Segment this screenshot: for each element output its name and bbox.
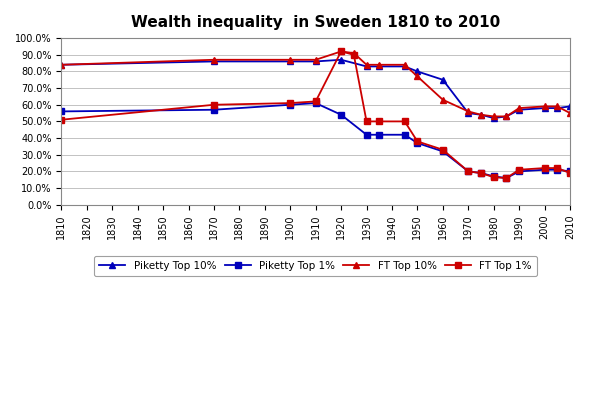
Piketty Top 1% (503, 176, 510, 180)
Piketty Top 1% (312, 101, 319, 105)
Line: FT Top 1%: FT Top 1% (58, 49, 573, 181)
FT Top 10% (503, 114, 510, 119)
Piketty Top 10% (401, 64, 408, 69)
FT Top 10% (337, 49, 345, 54)
Line: FT Top 10%: FT Top 10% (58, 49, 573, 119)
Piketty Top 10% (58, 62, 65, 67)
FT Top 1% (58, 118, 65, 122)
FT Top 10% (401, 62, 408, 67)
Piketty Top 1% (363, 132, 370, 137)
FT Top 1% (477, 171, 484, 175)
Piketty Top 10% (503, 114, 510, 119)
Piketty Top 1% (554, 167, 561, 172)
Piketty Top 10% (490, 116, 497, 120)
Piketty Top 1% (58, 109, 65, 114)
FT Top 1% (376, 119, 383, 124)
FT Top 10% (440, 97, 447, 102)
FT Top 10% (350, 51, 358, 55)
Piketty Top 1% (414, 141, 421, 145)
Piketty Top 1% (465, 169, 472, 174)
Piketty Top 10% (554, 106, 561, 110)
Piketty Top 1% (211, 107, 218, 112)
FT Top 1% (554, 166, 561, 171)
FT Top 1% (363, 119, 370, 124)
FT Top 1% (490, 175, 497, 180)
Piketty Top 10% (376, 64, 383, 69)
FT Top 10% (376, 62, 383, 67)
FT Top 10% (465, 109, 472, 114)
FT Top 1% (350, 52, 358, 57)
Line: Piketty Top 10%: Piketty Top 10% (58, 57, 573, 121)
Piketty Top 10% (477, 112, 484, 117)
Piketty Top 1% (477, 171, 484, 175)
Piketty Top 1% (287, 103, 294, 107)
Piketty Top 1% (490, 174, 497, 179)
FT Top 10% (58, 62, 65, 67)
FT Top 1% (337, 49, 345, 54)
FT Top 1% (414, 139, 421, 144)
Piketty Top 10% (363, 64, 370, 69)
FT Top 10% (312, 57, 319, 62)
FT Top 10% (554, 104, 561, 109)
FT Top 1% (211, 103, 218, 107)
Piketty Top 10% (566, 104, 573, 109)
Line: Piketty Top 1%: Piketty Top 1% (58, 100, 573, 181)
FT Top 1% (312, 99, 319, 104)
Piketty Top 10% (440, 77, 447, 82)
Piketty Top 10% (414, 69, 421, 74)
FT Top 10% (541, 104, 548, 109)
Piketty Top 10% (337, 57, 345, 62)
FT Top 10% (516, 106, 523, 110)
Piketty Top 1% (337, 112, 345, 117)
Piketty Top 10% (516, 107, 523, 112)
Piketty Top 10% (465, 111, 472, 116)
Piketty Top 10% (287, 59, 294, 64)
Piketty Top 10% (211, 59, 218, 64)
Piketty Top 10% (312, 59, 319, 64)
FT Top 10% (477, 112, 484, 117)
FT Top 10% (211, 57, 218, 62)
Piketty Top 1% (376, 132, 383, 137)
FT Top 10% (490, 114, 497, 119)
Legend: Piketty Top 10%, Piketty Top 1%, FT Top 10%, FT Top 1%: Piketty Top 10%, Piketty Top 1%, FT Top … (94, 256, 537, 276)
Title: Wealth inequality  in Sweden 1810 to 2010: Wealth inequality in Sweden 1810 to 2010 (131, 15, 500, 30)
Piketty Top 1% (541, 167, 548, 172)
Piketty Top 1% (566, 169, 573, 174)
FT Top 1% (566, 171, 573, 175)
Piketty Top 1% (516, 169, 523, 174)
Piketty Top 10% (541, 106, 548, 110)
FT Top 10% (363, 62, 370, 67)
FT Top 1% (287, 101, 294, 105)
FT Top 1% (503, 176, 510, 180)
FT Top 10% (287, 57, 294, 62)
FT Top 1% (541, 166, 548, 171)
Piketty Top 1% (440, 149, 447, 154)
FT Top 10% (566, 111, 573, 116)
FT Top 1% (465, 169, 472, 174)
FT Top 1% (516, 167, 523, 172)
FT Top 1% (401, 119, 408, 124)
Piketty Top 1% (401, 132, 408, 137)
FT Top 10% (414, 74, 421, 79)
FT Top 1% (440, 147, 447, 152)
